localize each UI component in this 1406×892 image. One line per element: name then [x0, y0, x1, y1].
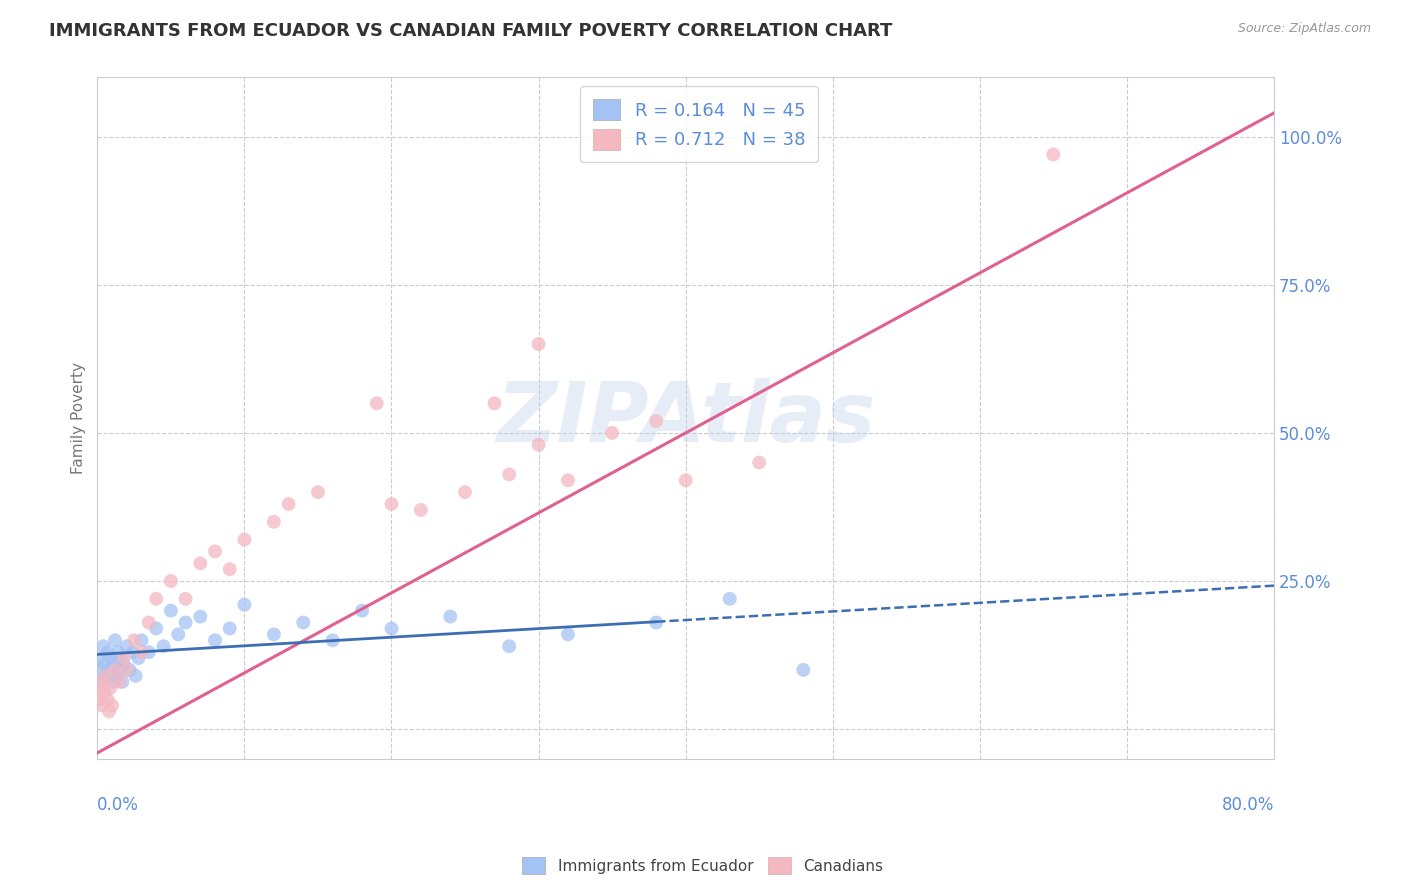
Point [138, 615, 160, 630]
Point [89, 674, 111, 689]
Point [454, 485, 477, 500]
Point [167, 627, 190, 641]
Point [645, 615, 668, 630]
Point [110, 651, 132, 665]
Point [160, 604, 183, 618]
Point [101, 698, 124, 713]
Point [380, 497, 402, 511]
Point [122, 633, 145, 648]
Point [557, 473, 579, 487]
Legend: Immigrants from Ecuador, Canadians: Immigrants from Ecuador, Canadians [516, 851, 890, 880]
Point [233, 533, 256, 547]
Point [111, 674, 134, 689]
Point [307, 485, 329, 500]
Point [121, 645, 143, 659]
Point [131, 633, 153, 648]
Point [498, 639, 520, 653]
Point [174, 615, 197, 630]
Point [366, 396, 388, 410]
Point [124, 669, 146, 683]
Point [527, 337, 550, 351]
Point [484, 396, 506, 410]
Point [105, 669, 128, 683]
Point [87, 651, 110, 665]
Point [792, 663, 814, 677]
Point [87, 692, 110, 706]
Point [118, 663, 141, 677]
Point [90, 663, 112, 677]
Text: ZIPAtlas: ZIPAtlas [496, 377, 876, 458]
Point [98, 663, 121, 677]
Point [97, 645, 120, 659]
Point [218, 562, 240, 576]
Point [98, 705, 121, 719]
Point [409, 503, 432, 517]
Point [97, 692, 120, 706]
Point [108, 674, 131, 689]
Point [107, 645, 129, 659]
Point [131, 645, 153, 659]
Point [104, 633, 127, 648]
Point [1042, 147, 1064, 161]
Point [104, 663, 127, 677]
Point [112, 651, 135, 665]
Point [439, 609, 461, 624]
Text: IMMIGRANTS FROM ECUADOR VS CANADIAN FAMILY POVERTY CORRELATION CHART: IMMIGRANTS FROM ECUADOR VS CANADIAN FAMI… [49, 22, 893, 40]
Point [101, 674, 124, 689]
Point [93, 657, 115, 671]
Point [263, 515, 285, 529]
Point [160, 574, 183, 588]
Point [91, 681, 114, 695]
Point [204, 633, 226, 648]
Point [112, 657, 135, 671]
Point [128, 651, 150, 665]
Point [138, 645, 160, 659]
Point [352, 604, 374, 618]
Text: Source: ZipAtlas.com: Source: ZipAtlas.com [1237, 22, 1371, 36]
Point [108, 663, 131, 677]
Point [188, 556, 211, 570]
Point [96, 669, 118, 683]
Point [527, 438, 550, 452]
Point [96, 669, 118, 683]
Point [174, 591, 197, 606]
Point [152, 639, 174, 653]
Point [93, 687, 115, 701]
Point [90, 698, 112, 713]
Point [218, 622, 240, 636]
Point [263, 627, 285, 641]
Text: 80.0%: 80.0% [1222, 797, 1274, 814]
Point [277, 497, 299, 511]
Point [380, 622, 402, 636]
Point [115, 639, 138, 653]
Point [91, 639, 114, 653]
Point [89, 674, 111, 689]
Point [600, 425, 623, 440]
Point [748, 456, 770, 470]
Point [675, 473, 697, 487]
Legend: R = 0.164   N = 45, R = 0.712   N = 38: R = 0.164 N = 45, R = 0.712 N = 38 [581, 87, 818, 162]
Point [204, 544, 226, 558]
Point [292, 615, 315, 630]
Point [645, 414, 668, 428]
Point [557, 627, 579, 641]
Point [103, 657, 125, 671]
Point [100, 651, 122, 665]
Point [100, 681, 122, 695]
Point [322, 633, 344, 648]
Point [188, 609, 211, 624]
Point [233, 598, 256, 612]
Y-axis label: Family Poverty: Family Poverty [72, 362, 86, 475]
Point [145, 622, 167, 636]
Point [498, 467, 520, 482]
Point [115, 663, 138, 677]
Point [718, 591, 741, 606]
Point [145, 591, 167, 606]
Text: 0.0%: 0.0% [97, 797, 139, 814]
